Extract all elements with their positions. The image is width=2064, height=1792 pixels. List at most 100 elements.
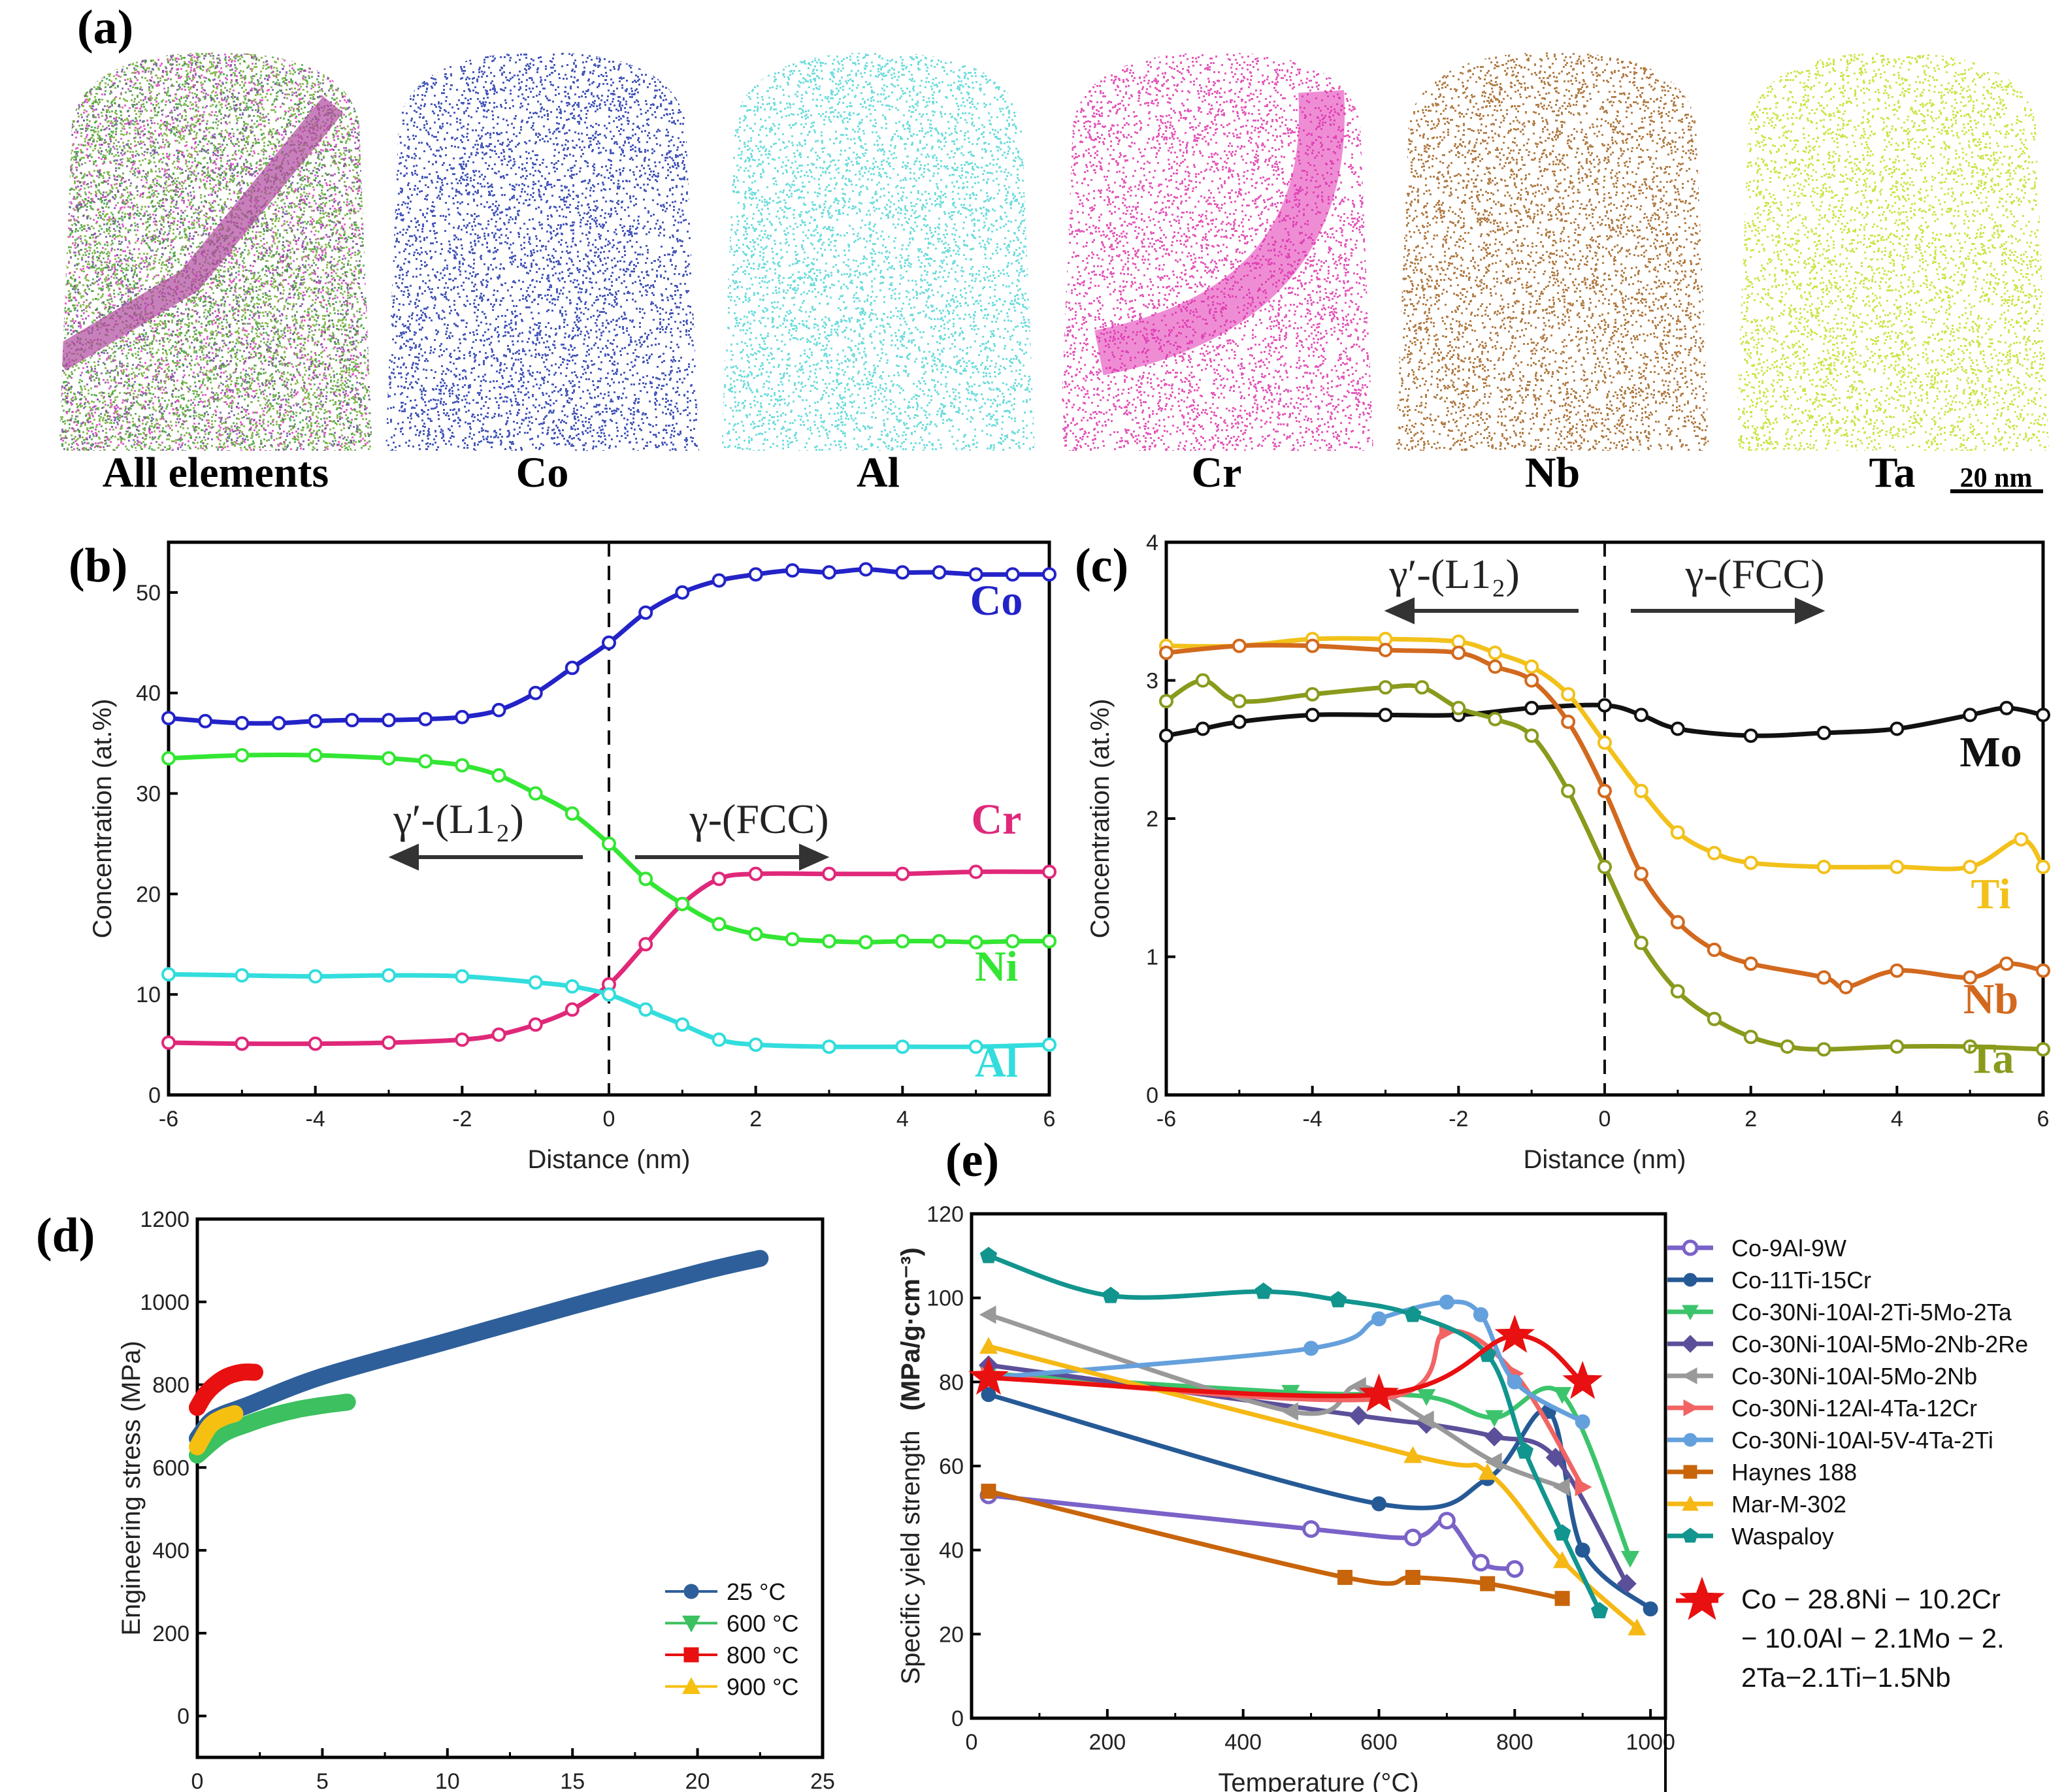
y-tick-label: 400 [152,1539,189,1563]
data-point [1439,1294,1454,1310]
data-point [1707,942,1722,957]
data-point [1159,728,1173,743]
data-point [638,872,653,887]
panel-label: (e) [945,1133,999,1187]
data-point [1159,645,1173,660]
data-point [1633,783,1648,798]
data-point [1371,1496,1386,1512]
panel-label: (d) [36,1209,95,1262]
y-tick-label: 100 [926,1286,964,1311]
data-point [1478,1463,1497,1480]
data-point [1349,1405,1369,1425]
series-line [986,1253,1602,1614]
data-point [1488,711,1503,726]
data-point [1683,1273,1697,1287]
data-point [344,713,359,728]
element-map-4: Nb [1396,52,1709,497]
element-map-0: All elements [59,52,372,497]
x-tick-label: -4 [1303,1107,1322,1132]
data-point [1682,1305,1699,1321]
series-al [161,967,1057,1054]
data-point [382,968,396,983]
arrow-left-icon [388,843,583,871]
data-point [1305,638,1320,653]
y-tick-label: 1000 [140,1290,189,1315]
element-map-3: Cr [1060,52,1373,497]
data-point [308,1036,323,1051]
element-map-label: Al [857,449,900,497]
x-tick-label: 600 [1360,1730,1398,1755]
data-point [161,967,176,982]
x-tick-label: -6 [159,1107,178,1132]
data-point [602,635,616,650]
data-point [1682,1495,1699,1511]
legend-item: Co-30Ni-10Al-5V-4Ta-2Ti [1667,1427,1993,1454]
data-point [1102,1286,1120,1303]
series-co-30ni-10al-5mo-2nb [979,1305,1570,1497]
series-co-28-8ni-10-2cr-10-0al-2-1mo-2-2ta-2-1ti-1-5nb [968,1314,1603,1412]
data-point [1890,963,1905,978]
data-point [1816,725,1831,740]
data-point [1042,934,1057,949]
data-point [2014,832,2029,847]
series-label: Co [970,577,1023,625]
arrow-right-icon [1631,597,1826,625]
data-point [1494,1314,1535,1353]
data-point [1437,1512,1456,1530]
x-tick-label: 4 [896,1107,909,1132]
data-point [1633,708,1648,723]
legend-label: Co-11Ti-15Cr [1731,1267,1871,1294]
scale-bar-label: 20 nm [1960,463,2033,493]
series-line [1164,636,2046,872]
data-point [968,1356,1009,1395]
y-tick-label: 0 [1146,1083,1158,1108]
data-point [491,768,506,783]
data-point [161,751,176,766]
data-point [565,1002,580,1017]
legend-label: Co-30Ni-10Al-5V-4Ta-2Ti [1731,1427,1993,1454]
data-point [1195,721,1210,736]
legend-label: 600 °C [727,1610,798,1637]
data-point [2036,963,2050,978]
data-point [1633,936,1648,951]
chart-panel-d: (d) 0 5 10 15 20 25 0 200 400 600 800 1000 1200 Engine… [36,1207,835,1792]
data-point [1633,866,1648,881]
data-point [979,1337,998,1354]
data-point [235,1036,250,1051]
data-point [675,1017,690,1032]
arrow-right-icon [635,843,830,871]
data-point [1561,714,1576,729]
element-map-label: Nb [1525,449,1580,497]
y-tick-label: 10 [136,983,161,1007]
data-point [1524,659,1539,674]
x-tick-label: -6 [1156,1107,1176,1132]
data-point [1159,694,1173,709]
series-line [166,971,1052,1049]
x-tick-label: -4 [306,1107,325,1132]
x-tick-label: 4 [1891,1107,1903,1132]
atom-point-cloud [1396,52,1709,451]
series-900-c [189,1405,244,1456]
y-axis-label: Concentration (at.%) [1086,699,1115,939]
data-point [1670,915,1685,930]
data-point [271,715,286,730]
x-tick-label: 0 [966,1730,978,1755]
legend-item: Co-9Al-9W [1667,1235,1846,1262]
series-label: Nb [1963,975,2018,1023]
x-tick-label: 2 [749,1107,762,1132]
y-axis-label: Engineering stress (MPa) [117,1341,146,1635]
series-co-9al-9w [979,1486,1524,1578]
data-point [638,1002,653,1017]
data-point [1405,1570,1420,1585]
data-point [1683,1433,1697,1447]
data-point [1963,860,1978,874]
data-point [822,1039,836,1054]
data-point [1890,860,1905,874]
legend-item: 800 °C [665,1642,798,1669]
data-point [683,1647,699,1663]
data-point [1451,700,1466,715]
data-point [895,1039,910,1054]
series-label: Cr [972,796,1022,843]
data-point [785,563,800,578]
